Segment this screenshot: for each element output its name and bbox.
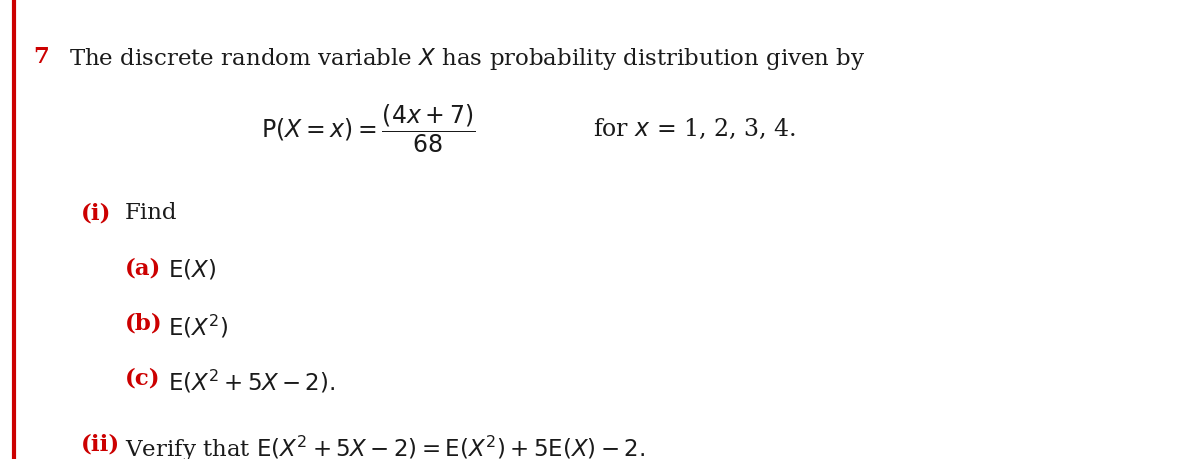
Text: $\mathrm{P}(X = x) = \dfrac{(4x + 7)}{68}$: $\mathrm{P}(X = x) = \dfrac{(4x + 7)}{68… bbox=[261, 102, 476, 155]
Text: for $x$ = 1, 2, 3, 4.: for $x$ = 1, 2, 3, 4. bbox=[593, 117, 796, 140]
Text: Verify that $\mathrm{E}(X^2 + 5X - 2) = \mathrm{E}(X^2) + 5\mathrm{E}(X) - 2.$: Verify that $\mathrm{E}(X^2 + 5X - 2) = … bbox=[125, 432, 645, 459]
Text: $\mathrm{E}(X^2 + 5X - 2).$: $\mathrm{E}(X^2 + 5X - 2).$ bbox=[168, 367, 336, 394]
Text: The discrete random variable $X$ has probability distribution given by: The discrete random variable $X$ has pro… bbox=[69, 46, 866, 72]
Text: (ii): (ii) bbox=[81, 432, 120, 454]
Text: (b): (b) bbox=[125, 312, 162, 334]
Text: Find: Find bbox=[125, 202, 177, 224]
Text: 7: 7 bbox=[33, 46, 49, 68]
Text: (i): (i) bbox=[81, 202, 111, 224]
Text: (c): (c) bbox=[125, 367, 160, 389]
Text: (a): (a) bbox=[125, 257, 161, 279]
Text: $\mathrm{E}(X^2)$: $\mathrm{E}(X^2)$ bbox=[168, 312, 229, 339]
Text: $\mathrm{E}(X)$: $\mathrm{E}(X)$ bbox=[168, 257, 216, 281]
